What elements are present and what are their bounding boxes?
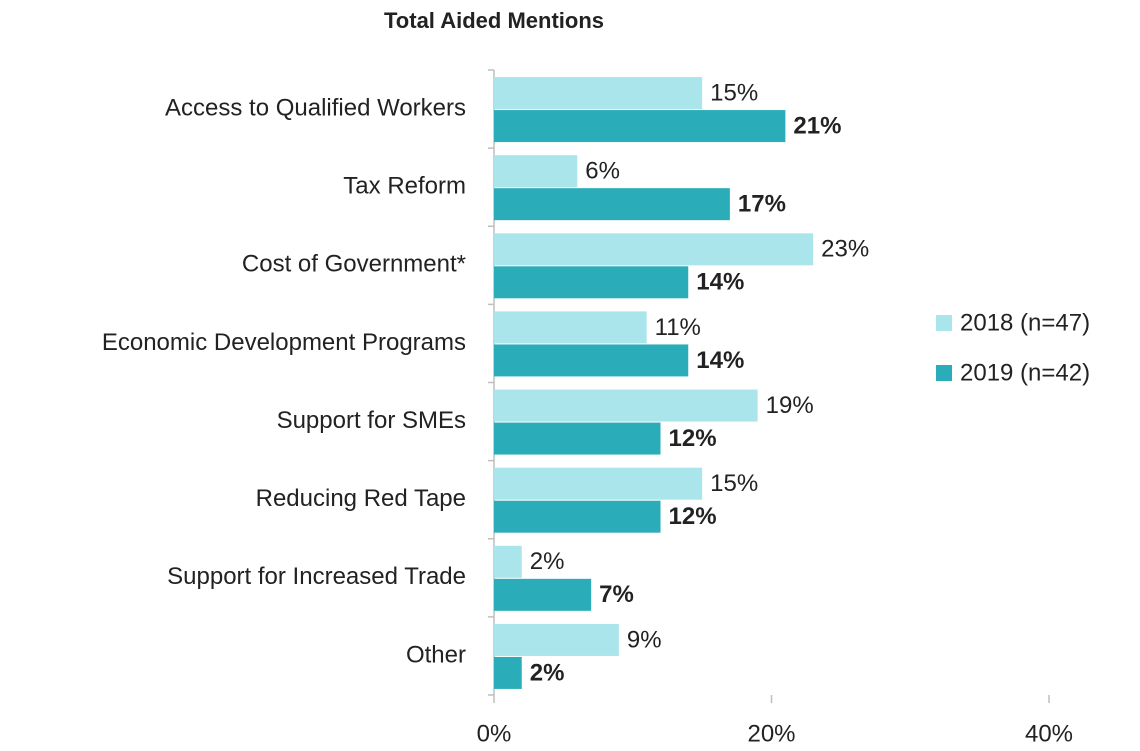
- y-tick-label: Support for SMEs: [277, 407, 466, 434]
- legend-label: 2018 (n=47): [960, 309, 1090, 336]
- x-tick-label: 0%: [477, 720, 512, 747]
- bar: [494, 155, 578, 188]
- data-label: 12%: [669, 503, 717, 530]
- data-label: 15%: [710, 79, 758, 106]
- bar: [494, 77, 703, 110]
- data-label: 14%: [696, 347, 744, 374]
- bar: [494, 344, 689, 377]
- data-label: 11%: [655, 314, 701, 341]
- data-label: 19%: [766, 392, 814, 419]
- data-label: 15%: [710, 470, 758, 497]
- y-tick-label: Economic Development Programs: [102, 329, 466, 356]
- data-label: 21%: [793, 112, 841, 139]
- bar: [494, 656, 522, 689]
- legend-swatch: [936, 315, 952, 331]
- data-label: 12%: [669, 425, 717, 452]
- legend-swatch: [936, 365, 952, 381]
- x-tick-label: 20%: [747, 720, 795, 747]
- data-label: 6%: [585, 158, 620, 185]
- data-label: 23%: [821, 236, 869, 263]
- y-tick-label: Other: [406, 641, 466, 668]
- bar: [494, 467, 703, 500]
- bar: [494, 110, 786, 143]
- legend-label: 2019 (n=42): [960, 359, 1090, 386]
- bar: [494, 389, 758, 422]
- bar: [494, 422, 661, 455]
- bar: [494, 311, 647, 344]
- data-label: 9%: [627, 626, 662, 653]
- data-label: 2%: [530, 659, 565, 686]
- bar: [494, 266, 689, 299]
- bar: [494, 623, 619, 656]
- bar: [494, 500, 661, 533]
- bar: [494, 188, 730, 221]
- y-tick-label: Reducing Red Tape: [256, 485, 466, 512]
- y-tick-label: Support for Increased Trade: [167, 563, 466, 590]
- chart-title: Total Aided Mentions: [384, 8, 604, 33]
- data-label: 14%: [696, 269, 744, 296]
- x-tick-label: 40%: [1025, 720, 1073, 747]
- data-label: 7%: [599, 581, 634, 608]
- bar: [494, 545, 522, 578]
- data-label: 2%: [530, 548, 565, 575]
- bar: [494, 233, 814, 266]
- y-tick-label: Tax Reform: [343, 173, 466, 200]
- y-tick-label: Cost of Government*: [242, 251, 466, 278]
- bar: [494, 578, 592, 611]
- y-tick-label: Access to Qualified Workers: [165, 94, 466, 121]
- data-label: 17%: [738, 191, 786, 218]
